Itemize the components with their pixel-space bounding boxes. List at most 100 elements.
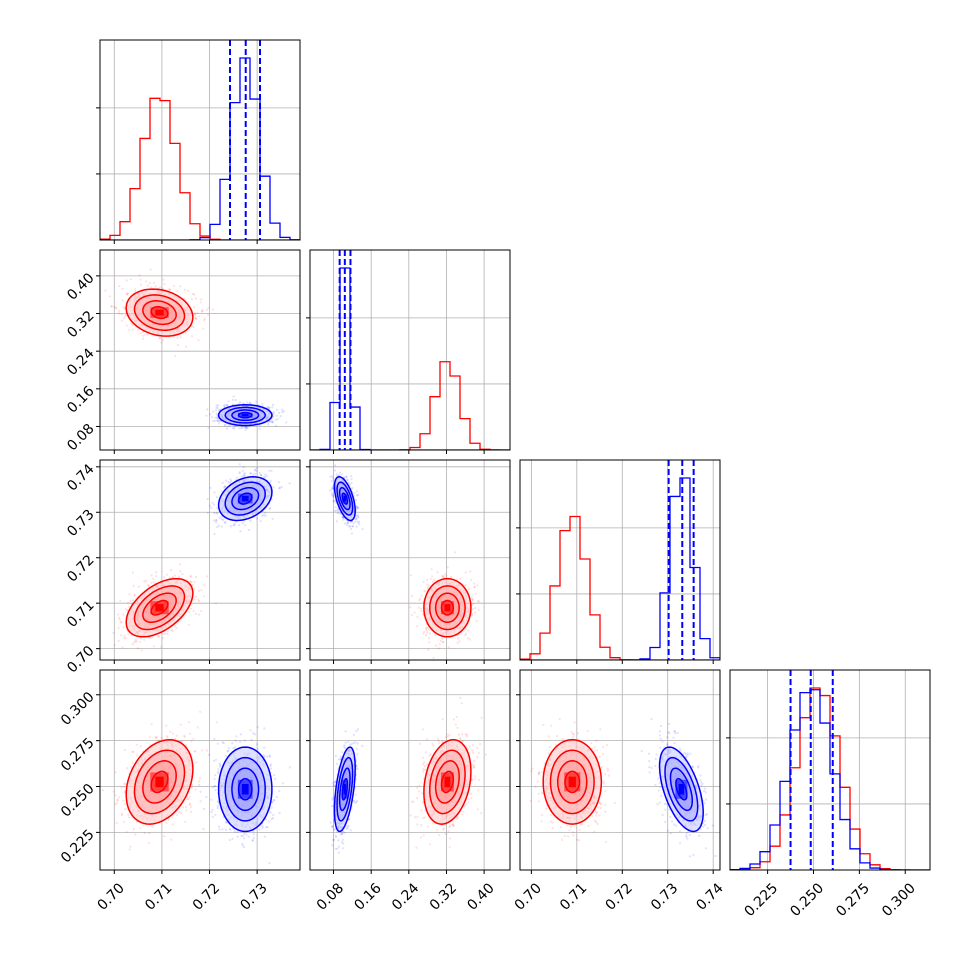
sample-point — [285, 421, 288, 424]
sample-point — [125, 292, 129, 296]
y-tick-label: 0.32 — [64, 308, 97, 341]
sample-point — [442, 640, 445, 643]
contour-line-2 — [133, 585, 186, 631]
sample-point — [216, 526, 219, 529]
sample-point — [256, 467, 259, 470]
sample-point — [179, 570, 182, 573]
sample-point — [227, 481, 230, 484]
sample-point — [120, 634, 123, 637]
sample-point — [124, 637, 127, 640]
sample-point — [218, 419, 221, 423]
sample-point — [218, 516, 222, 519]
sample-point — [425, 629, 428, 632]
sample-point — [440, 637, 444, 640]
sample-point — [189, 575, 192, 578]
sample-point — [175, 626, 178, 630]
sample-point — [159, 286, 162, 289]
sample-point — [464, 634, 467, 637]
sample-point — [157, 634, 160, 638]
sample-point — [210, 416, 213, 419]
sample-point — [227, 400, 230, 403]
sample-point — [161, 637, 165, 640]
sample-point — [128, 328, 131, 331]
panel-2-1 — [306, 459, 511, 664]
sample-point — [161, 339, 165, 342]
sample-point — [243, 472, 246, 475]
sample-point — [192, 293, 196, 296]
sample-point — [214, 416, 217, 419]
sample-point — [214, 602, 218, 605]
sample-point — [171, 629, 174, 633]
panel-content — [100, 40, 300, 240]
sample-point — [134, 290, 137, 293]
sample-point — [205, 414, 208, 417]
sample-point — [179, 336, 182, 339]
panel-frame — [99, 459, 301, 661]
sample-point — [269, 507, 272, 510]
sample-point — [110, 305, 113, 308]
sample-point — [255, 469, 258, 473]
sample-point — [433, 578, 436, 582]
sample-point — [176, 336, 179, 339]
sample-point — [468, 638, 471, 641]
sample-point — [203, 595, 206, 598]
sample-point — [173, 625, 176, 628]
sample-point — [233, 522, 236, 525]
sample-point — [233, 427, 236, 430]
sample-point — [474, 611, 477, 614]
sample-point — [195, 318, 198, 321]
sample-point — [473, 582, 476, 585]
sample-point — [189, 574, 193, 578]
y-tick-label: 0.71 — [64, 598, 97, 631]
density-peak-core — [155, 604, 164, 612]
sample-point — [449, 575, 453, 579]
sample-point — [215, 412, 218, 415]
sample-point — [271, 517, 274, 520]
sample-point — [245, 425, 248, 429]
sample-point — [234, 425, 237, 428]
sample-point — [216, 407, 219, 410]
sample-point — [222, 404, 226, 408]
sample-point — [120, 319, 124, 322]
sample-point — [213, 419, 216, 422]
sample-point — [417, 606, 420, 609]
sample-point — [155, 571, 158, 574]
panel-1-1 — [306, 249, 511, 454]
sample-point — [191, 583, 194, 586]
sample-point — [467, 587, 470, 591]
sample-point — [174, 354, 177, 357]
sample-point — [152, 581, 155, 584]
y-tick-label: 0.72 — [64, 552, 97, 585]
sample-point — [126, 292, 130, 295]
contour-line-0 — [150, 305, 169, 320]
y-tick-label: 0.24 — [64, 345, 97, 378]
sample-point — [249, 472, 252, 475]
sample-point — [232, 395, 235, 398]
sample-point — [193, 588, 196, 591]
sample-point — [207, 306, 210, 309]
sample-point — [437, 647, 440, 650]
sample-point — [191, 335, 194, 338]
sample-point — [267, 423, 270, 426]
sample-point — [242, 474, 245, 477]
sample-point — [213, 519, 216, 522]
sample-point — [477, 599, 480, 603]
sample-point — [171, 576, 174, 579]
contour-line-3 — [125, 577, 194, 638]
contour-line-3 — [217, 476, 273, 522]
sample-point — [178, 575, 181, 578]
sample-point — [161, 287, 164, 290]
sample-point — [131, 599, 134, 602]
sample-point — [163, 282, 166, 286]
sample-point — [476, 584, 479, 587]
sample-point — [425, 627, 428, 630]
sample-point — [129, 599, 132, 602]
panel-frame — [99, 249, 301, 451]
sample-point — [244, 428, 247, 431]
sample-point — [200, 609, 203, 612]
sample-point — [456, 641, 459, 645]
sample-point — [233, 524, 236, 527]
sample-point — [216, 507, 219, 510]
sample-point — [243, 473, 246, 476]
sample-point — [183, 288, 186, 291]
